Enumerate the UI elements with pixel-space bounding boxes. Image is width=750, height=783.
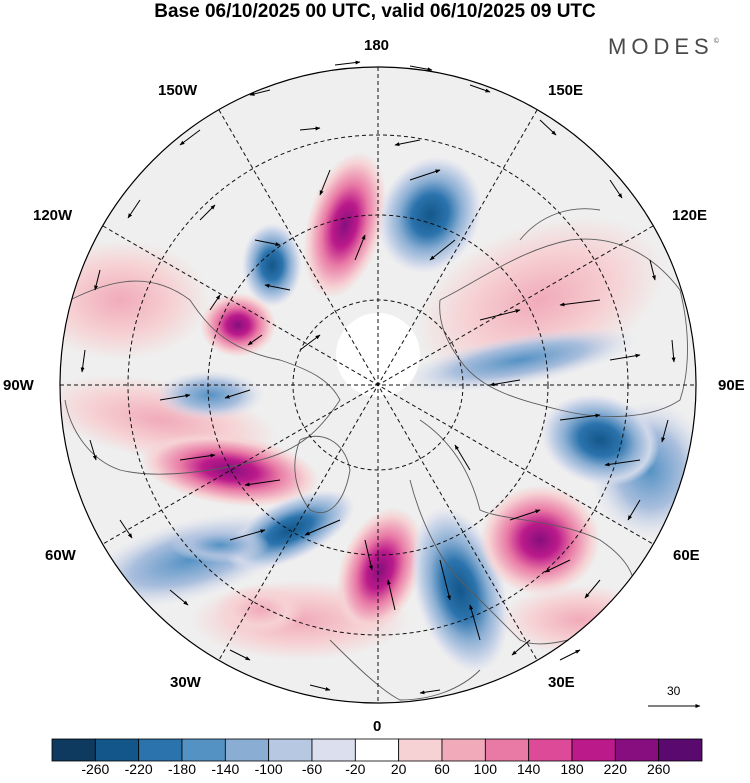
anomaly-neg-bering: [242, 223, 302, 307]
anomaly-pos-north-pacific: [303, 151, 387, 299]
colorbar-tick-label: -100: [254, 761, 283, 777]
lon-label-120e: 120E: [672, 207, 708, 224]
lon-label-60e: 60E: [673, 547, 700, 564]
brand-text: MODES: [608, 34, 714, 59]
colorbar-tick-label: -260: [81, 761, 110, 777]
anomaly-pos-alaska: [200, 293, 276, 357]
anomaly-neg-central-asia: [540, 393, 660, 487]
lon-label-150e: 150E: [548, 82, 584, 99]
colorbar-tick-label: -180: [167, 761, 197, 777]
anomaly-pos-labrador: [140, 433, 320, 507]
anomaly-pos-caspian: [480, 485, 600, 595]
graticule: [60, 67, 696, 703]
anomaly-pos-midatlantic: [215, 585, 305, 635]
anomaly-neg-kamchatka: [378, 156, 482, 274]
colorbar-tick-label: -220: [124, 761, 153, 777]
colorbar-tick-label: 140: [516, 761, 541, 777]
colorbar-tick-label: 100: [473, 761, 498, 777]
map-border: [59, 66, 697, 704]
chart-title: Base 06/10/2025 00 UTC, valid 06/10/2025…: [154, 1, 596, 22]
reference-vector-label: 30: [667, 684, 681, 698]
lon-label-60w: 60W: [45, 547, 76, 564]
brand-mark: ©: [713, 38, 719, 45]
colorbar-tick-label: 20: [390, 761, 407, 777]
colorbar-tick-label: -20: [345, 761, 366, 777]
colorbar-tick-label: 260: [646, 761, 671, 777]
anomaly-neg-arctic-ring: [401, 327, 639, 393]
colorbar-tick-label: -140: [211, 761, 240, 777]
anomaly-pos-iceland: [336, 507, 424, 633]
colorbar-tick-label: 180: [560, 761, 584, 777]
wind-vectors: [80, 60, 676, 695]
colorbar-tick-label: 60: [434, 761, 450, 777]
lon-label-0: 0: [373, 718, 382, 735]
lon-label-30e: 30E: [548, 674, 575, 691]
lon-label-30w: 30W: [170, 674, 201, 691]
lon-label-180: 180: [364, 37, 390, 54]
lon-label-90e: 90E: [718, 377, 745, 394]
colorbar-tick-label: -60: [301, 761, 323, 777]
lon-label-120w: 120W: [33, 207, 73, 224]
colorbar-tick-label: 220: [603, 761, 628, 777]
lon-label-150w: 150W: [158, 82, 198, 99]
anomaly-pos-pacific-west: [60, 240, 210, 360]
anomaly-neg-hudson: [155, 370, 265, 420]
lon-label-90w: 90W: [3, 377, 34, 394]
modes-logo: MODES©: [608, 34, 719, 60]
